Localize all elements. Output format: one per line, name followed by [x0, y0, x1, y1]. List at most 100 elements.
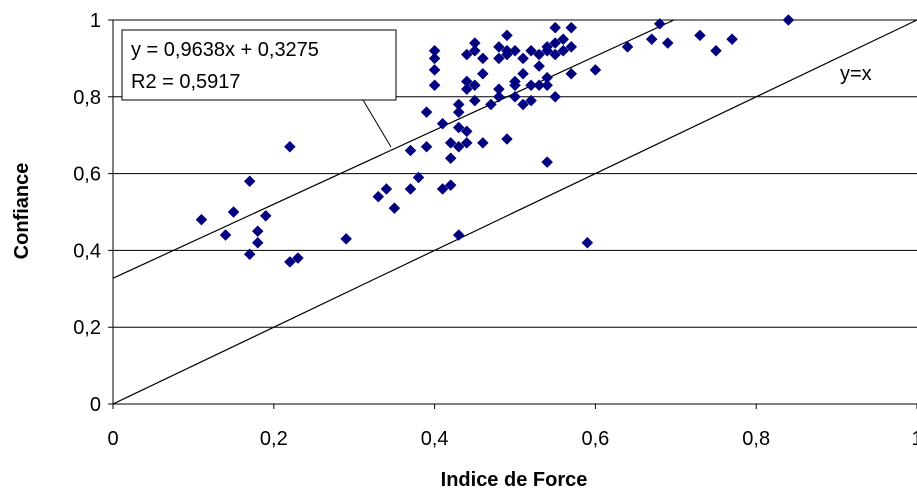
data-point: [694, 29, 706, 42]
data-point: [380, 183, 393, 195]
data-point: [565, 21, 578, 34]
data-point: [549, 37, 562, 49]
trendline-r2: R2 = 0,5917: [131, 71, 241, 93]
trendline-equation: y = 0,9638x + 0,3275: [131, 39, 319, 61]
equation-callout-line: [362, 99, 392, 148]
x-tick-label: 0,6: [581, 428, 609, 450]
data-point: [420, 140, 433, 153]
data-point: [565, 41, 578, 53]
data-point: [493, 52, 505, 65]
axis-ticks: 0 0,2 0,4 0,6 0,8 1 0 0,2 0,4 0,6 0,8 1: [73, 10, 917, 450]
reference-lines: [112, 19, 917, 405]
data-point: [661, 37, 674, 49]
data-point: [444, 152, 457, 165]
data-point: [219, 229, 232, 241]
data-point: [493, 90, 505, 103]
data-point: [485, 98, 497, 111]
x-tick-label: 0,2: [260, 428, 288, 450]
data-point: [621, 41, 634, 53]
x-tick-label: 0: [107, 428, 118, 450]
data-point: [251, 236, 264, 249]
data-point: [372, 190, 385, 203]
data-point: [501, 48, 513, 61]
data-point: [460, 125, 473, 138]
data-point: [460, 83, 473, 95]
y-tick-label: 0,2: [73, 317, 101, 339]
data-point: [782, 14, 795, 26]
data-point: [581, 236, 594, 249]
equation-box: [121, 29, 397, 101]
data-point: [541, 156, 554, 168]
y-axis-title: Confiance: [11, 163, 33, 260]
data-point: [452, 106, 465, 119]
data-point: [541, 44, 554, 57]
trendline: [112, 19, 675, 279]
data-point: [517, 52, 529, 65]
data-point: [509, 79, 521, 92]
data-point: [452, 121, 465, 134]
x-tick-label: 1: [911, 428, 917, 450]
y-tick-label: 1: [90, 10, 101, 32]
y-tick-label: 0: [90, 394, 101, 416]
data-point: [493, 41, 505, 53]
data-point: [195, 213, 208, 226]
data-point: [476, 67, 489, 80]
data-point: [517, 67, 529, 80]
y-tick-label: 0,4: [73, 240, 101, 262]
data-point: [452, 140, 465, 153]
data-point: [549, 48, 562, 61]
data-point: [501, 29, 513, 42]
data-point: [412, 171, 425, 184]
data-point: [292, 252, 304, 264]
data-point: [436, 117, 449, 130]
data-point: [243, 248, 256, 261]
data-point: [533, 60, 545, 72]
data-point: [726, 33, 738, 46]
data-point: [227, 206, 240, 218]
data-point: [557, 33, 570, 46]
data-point: [251, 225, 264, 238]
data-point: [549, 90, 562, 103]
y-tick-label: 0,6: [73, 164, 101, 186]
x-tick-label: 0,4: [421, 428, 449, 450]
data-point: [557, 44, 570, 57]
data-point: [428, 79, 441, 92]
data-point: [541, 79, 554, 92]
data-point: [468, 44, 481, 57]
data-point: [284, 140, 296, 153]
data-point: [436, 183, 449, 195]
data-point: [517, 98, 529, 111]
data-point: [710, 44, 722, 57]
identity-line: [112, 19, 917, 405]
data-point: [460, 48, 473, 61]
data-point: [525, 44, 537, 57]
data-point: [428, 64, 441, 76]
y-tick-label: 0,8: [73, 87, 101, 109]
data-point: [509, 90, 521, 103]
data-point: [533, 48, 545, 61]
data-point: [284, 256, 296, 268]
data-point: [509, 44, 521, 57]
data-point: [259, 209, 272, 222]
data-point: [468, 79, 481, 92]
data-point: [533, 79, 545, 92]
data-point: [468, 94, 481, 107]
data-point: [653, 17, 666, 30]
data-point: [444, 137, 457, 149]
x-axis-title: Indice de Force: [441, 469, 588, 491]
data-point: [420, 106, 433, 119]
data-point: [243, 175, 256, 188]
data-point: [452, 98, 465, 111]
data-point: [476, 52, 489, 65]
data-point: [525, 79, 537, 92]
data-point: [525, 94, 537, 107]
data-point: [388, 202, 401, 215]
data-point: [404, 144, 417, 157]
data-point: [340, 233, 353, 245]
x-tick-label: 0,8: [742, 428, 770, 450]
data-point: [589, 64, 602, 76]
data-point: [404, 183, 417, 195]
data-point: [452, 229, 465, 241]
identity-line-label: y=x: [840, 63, 872, 85]
data-point: [549, 21, 562, 34]
